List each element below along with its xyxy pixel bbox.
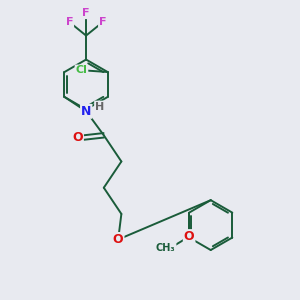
Text: F: F bbox=[99, 17, 106, 27]
Text: O: O bbox=[113, 233, 124, 246]
Text: CH₃: CH₃ bbox=[156, 243, 176, 253]
Text: F: F bbox=[82, 8, 90, 18]
Text: N: N bbox=[81, 105, 92, 118]
Text: F: F bbox=[66, 17, 73, 27]
Text: O: O bbox=[184, 230, 194, 243]
Text: H: H bbox=[95, 101, 104, 112]
Text: O: O bbox=[72, 131, 83, 144]
Text: Cl: Cl bbox=[76, 65, 87, 75]
